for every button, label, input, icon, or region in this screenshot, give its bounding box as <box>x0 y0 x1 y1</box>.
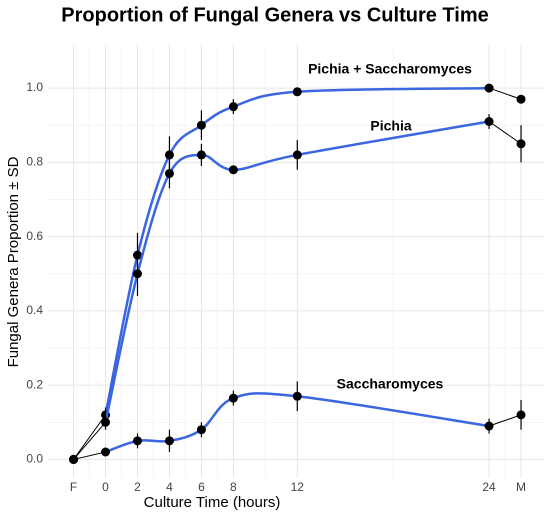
point <box>516 139 526 149</box>
point <box>164 168 174 178</box>
point <box>164 436 174 446</box>
series <box>69 114 526 464</box>
connector <box>73 451 106 460</box>
point <box>292 87 302 97</box>
x-tick-label: F <box>70 480 77 494</box>
point <box>101 447 111 457</box>
x-tick-label: 6 <box>198 480 205 494</box>
x-tick-label: 8 <box>230 480 237 494</box>
point <box>228 393 238 403</box>
point <box>69 454 79 464</box>
series-label: Pichia + Saccharomyces <box>308 61 472 77</box>
series <box>69 381 526 464</box>
point <box>516 410 526 420</box>
x-tick-label: M <box>516 480 526 494</box>
point <box>292 391 302 401</box>
connector <box>73 421 106 460</box>
chart-title: Proportion of Fungal Genera vs Culture T… <box>61 4 488 26</box>
point <box>196 425 206 435</box>
x-tick-label: 2 <box>134 480 141 494</box>
point <box>132 436 142 446</box>
connector <box>73 414 106 460</box>
point <box>516 94 526 104</box>
point <box>484 421 494 431</box>
point <box>196 120 206 130</box>
x-tick-label: 12 <box>291 480 305 494</box>
x-tick-label: 0 <box>102 480 109 494</box>
connector <box>488 87 522 100</box>
point <box>164 150 174 160</box>
point <box>484 116 494 126</box>
connector <box>488 414 522 427</box>
y-tick-label: 0.6 <box>26 229 43 243</box>
x-tick-label: 24 <box>482 480 496 494</box>
point <box>101 417 111 427</box>
grid <box>48 45 545 478</box>
point <box>228 102 238 112</box>
point <box>196 150 206 160</box>
y-tick-label: 0.0 <box>26 452 43 466</box>
point <box>228 165 238 175</box>
connector <box>488 121 522 145</box>
point <box>484 83 494 93</box>
point <box>132 269 142 279</box>
series-label: Pichia <box>370 118 411 134</box>
y-tick-label: 0.2 <box>26 377 43 391</box>
x-tick-label: 4 <box>166 480 173 494</box>
point <box>292 150 302 160</box>
series-label: Saccharomyces <box>337 376 444 392</box>
x-axis-title: Culture Time (hours) <box>144 494 281 511</box>
y-axis-title: Fungal Genera Proportion ± SD <box>5 156 22 367</box>
y-tick-label: 1.0 <box>26 80 43 94</box>
y-tick-label: 0.8 <box>26 155 43 169</box>
y-tick-label: 0.4 <box>26 303 43 317</box>
